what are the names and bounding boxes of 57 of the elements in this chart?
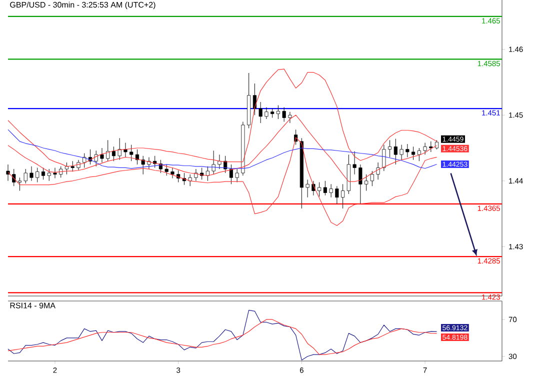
candlestick bbox=[341, 184, 345, 209]
candlestick bbox=[364, 174, 368, 192]
candlestick bbox=[318, 182, 322, 197]
candlestick bbox=[258, 102, 262, 124]
candlestick bbox=[106, 140, 110, 162]
candlestick bbox=[12, 168, 16, 186]
candlestick bbox=[352, 151, 356, 175]
candlestick bbox=[323, 180, 327, 196]
candlestick bbox=[30, 166, 34, 182]
candlestick bbox=[400, 144, 404, 160]
candlestick bbox=[335, 186, 339, 204]
candlestick bbox=[112, 146, 116, 162]
candlestick bbox=[53, 167, 57, 179]
candlestick bbox=[82, 153, 86, 168]
candlestick bbox=[306, 179, 310, 198]
candlestick bbox=[429, 141, 433, 152]
candlestick bbox=[59, 166, 63, 178]
candlestick bbox=[170, 167, 174, 179]
candlestick bbox=[118, 138, 122, 160]
candlestick bbox=[64, 162, 69, 175]
candlestick bbox=[229, 164, 233, 184]
candlestick bbox=[412, 146, 416, 160]
chart-title: RSI14 - 9MA bbox=[10, 302, 56, 308]
candlestick bbox=[376, 162, 380, 180]
candlestick bbox=[370, 170, 374, 186]
candlestick bbox=[270, 108, 274, 118]
candlestick bbox=[41, 167, 46, 180]
candlestick bbox=[435, 140, 439, 150]
candlestick bbox=[276, 104, 280, 120]
candlestick bbox=[24, 168, 28, 184]
candlestick bbox=[100, 148, 104, 163]
candlestick bbox=[212, 150, 216, 175]
candlestick bbox=[329, 184, 333, 198]
candlestick bbox=[382, 144, 386, 172]
candlestick bbox=[252, 83, 256, 116]
candlestick bbox=[47, 168, 51, 182]
candlestick bbox=[406, 144, 410, 158]
candlestick bbox=[218, 154, 222, 170]
candlestick bbox=[94, 150, 98, 167]
candlestick bbox=[417, 148, 421, 162]
candlestick bbox=[206, 166, 210, 182]
candlestick bbox=[6, 164, 10, 182]
candlestick bbox=[235, 168, 239, 182]
candlestick bbox=[288, 112, 292, 124]
candlestick bbox=[124, 142, 128, 158]
candlestick bbox=[423, 142, 427, 155]
candlestick bbox=[358, 164, 362, 204]
candlestick bbox=[36, 167, 40, 182]
candlestick bbox=[282, 106, 286, 122]
candlestick bbox=[76, 160, 80, 171]
chart-title: GBP/USD - 30min - 3:25:53 AM (UTC+2) bbox=[10, 2, 156, 10]
candlestick bbox=[130, 144, 134, 162]
candlestick bbox=[394, 138, 398, 165]
candlestick bbox=[264, 106, 268, 120]
candlestick bbox=[164, 164, 168, 176]
candlestick bbox=[18, 177, 22, 192]
candlestick bbox=[388, 140, 392, 158]
